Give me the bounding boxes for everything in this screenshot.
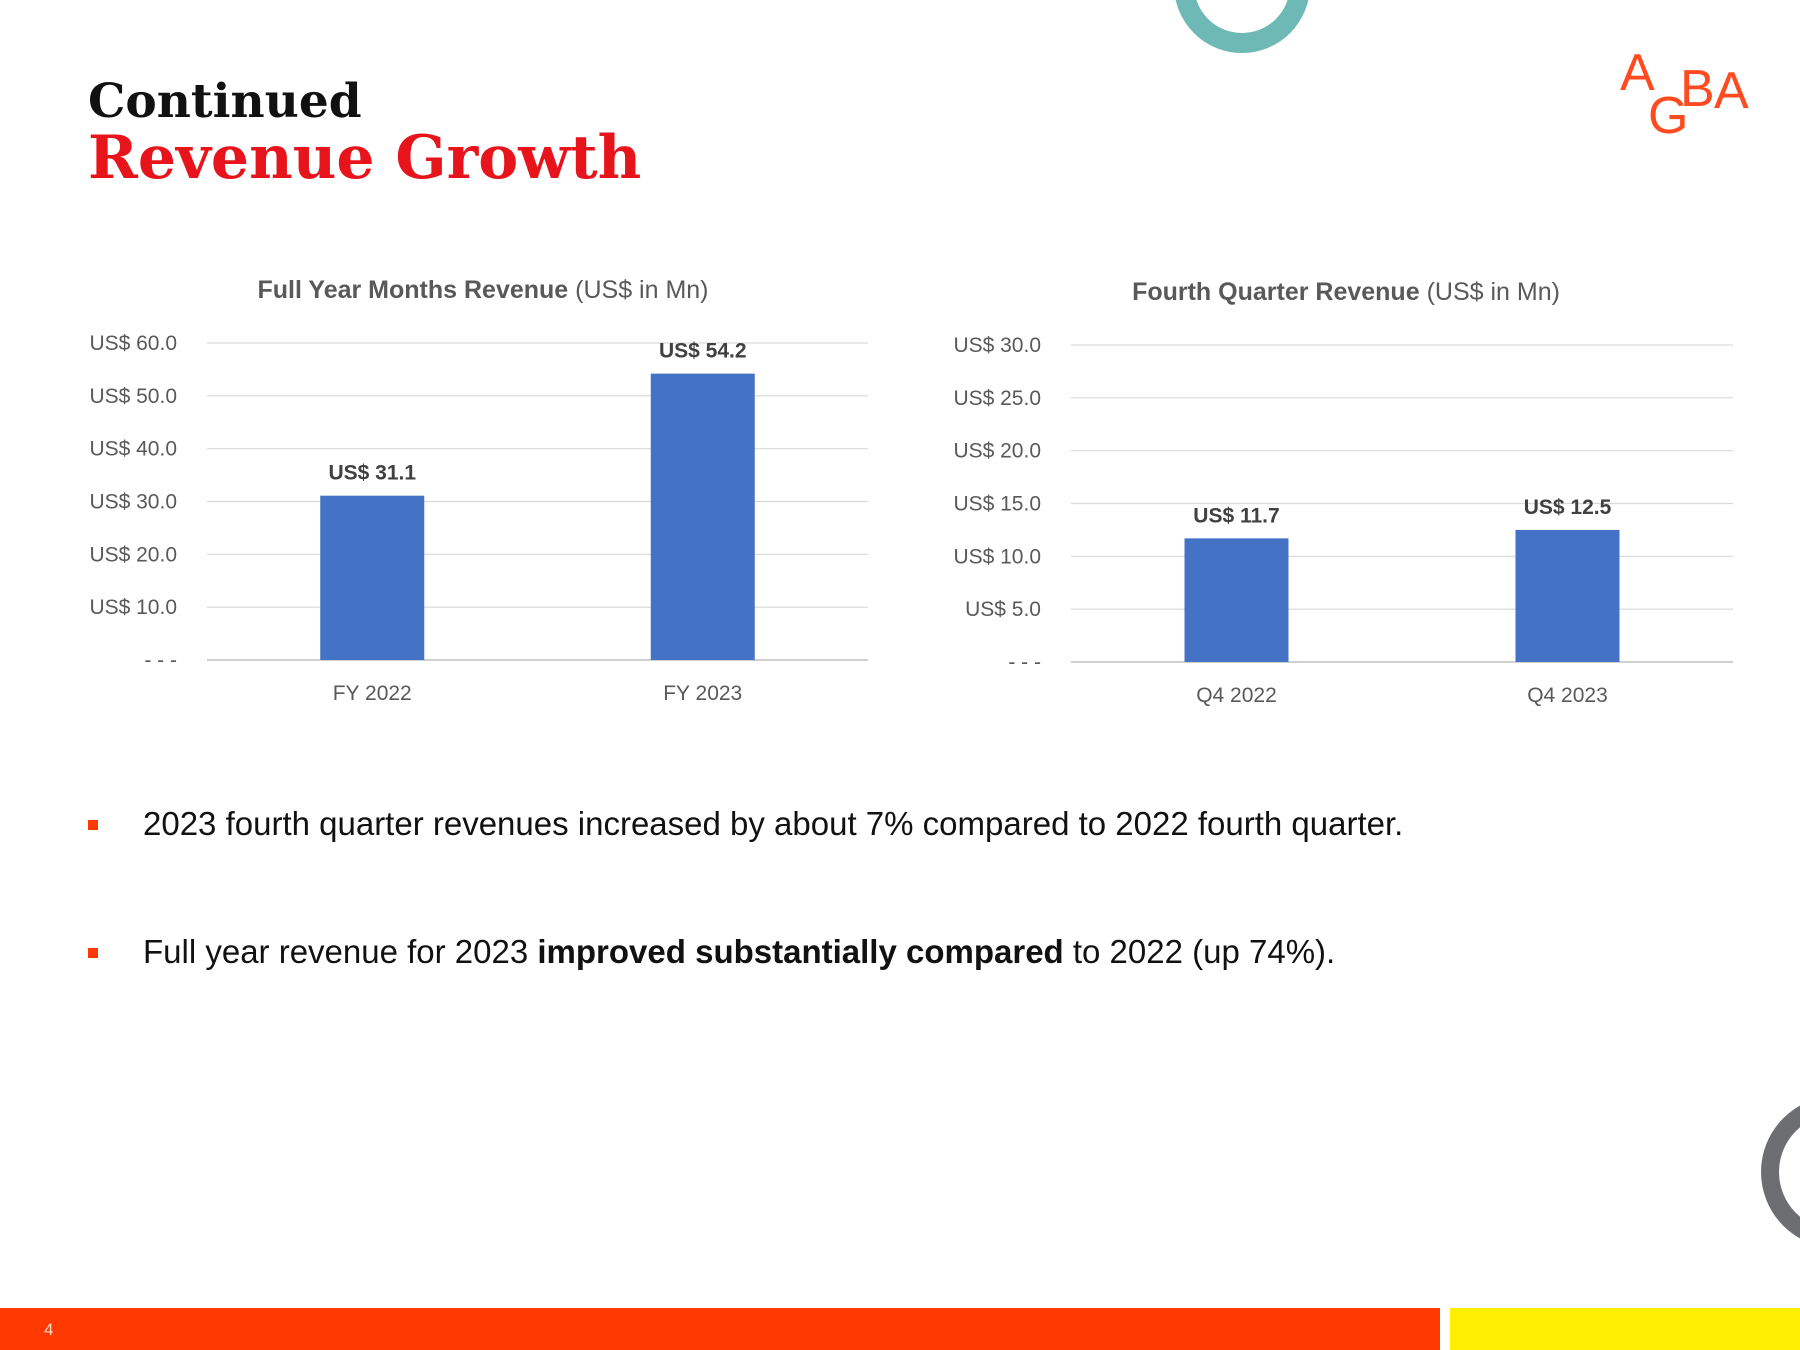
y-tick-label: US$ 20.0	[89, 543, 177, 566]
y-tick-label: - - -	[144, 649, 177, 672]
svg-text:G: G	[1648, 87, 1688, 138]
bar	[1515, 529, 1620, 662]
y-tick-label: US$ 40.0	[89, 438, 177, 461]
svg-text:A: A	[1620, 44, 1655, 102]
y-tick-label: US$ 15.0	[953, 493, 1041, 516]
bullet-text-part: to 2022 (up 74%).	[1063, 933, 1336, 970]
bar-data-label: US$ 31.1	[328, 462, 416, 485]
chart-title-units: (US$ in Mn)	[568, 276, 708, 304]
bullet-text: Full year revenue for 2023 improved subs…	[143, 933, 1335, 971]
agba-logo-mark: A G B A	[1620, 44, 1749, 145]
gray-ring-decoration	[1761, 1105, 1800, 1239]
y-tick-label: US$ 10.0	[953, 545, 1041, 568]
slide-supertitle: Continued	[88, 74, 362, 129]
chart-title: Full Year Months Revenue (US$ in Mn)	[257, 276, 708, 304]
full-year-revenue-chart: Full Year Months Revenue (US$ in Mn) - - …	[0, 270, 900, 720]
gray-ring-shape	[1761, 1105, 1800, 1239]
slide-title: Revenue Growth	[88, 123, 642, 193]
chart-title-bold: Full Year Months Revenue	[257, 276, 568, 304]
bullet-item: 2023 fourth quarter revenues increased b…	[88, 805, 1688, 933]
x-tick-label: FY 2022	[333, 682, 412, 705]
bullet-item: Full year revenue for 2023 improved subs…	[88, 933, 1688, 1061]
bar	[1184, 538, 1289, 662]
footer-yellow-bar	[1450, 1308, 1800, 1350]
bullet-text: 2023 fourth quarter revenues increased b…	[143, 805, 1404, 842]
fourth-quarter-revenue-chart-svg: Fourth Quarter Revenue (US$ in Mn) - - - U…	[953, 278, 1733, 707]
bar	[320, 495, 425, 660]
y-tick-label: US$ 20.0	[953, 440, 1041, 463]
y-tick-label: US$ 30.0	[89, 491, 177, 514]
svg-text:A: A	[1714, 62, 1749, 120]
y-tick-label: US$ 25.0	[953, 387, 1041, 410]
bar-data-label: US$ 11.7	[1193, 504, 1279, 527]
bullet-text-part: Full year revenue for 2023	[143, 933, 538, 970]
footer-orange-bar	[0, 1308, 1440, 1350]
y-tick-label: - - -	[1008, 651, 1041, 674]
y-tick-label: US$ 60.0	[89, 332, 177, 355]
svg-text:B: B	[1680, 60, 1715, 118]
y-tick-label: US$ 5.0	[965, 598, 1041, 621]
full-year-revenue-chart-svg: Full Year Months Revenue (US$ in Mn) - - …	[89, 276, 868, 705]
chart-title: Fourth Quarter Revenue (US$ in Mn)	[1132, 278, 1560, 306]
bullet-list: 2023 fourth quarter revenues increased b…	[88, 805, 1688, 1061]
square-bullet-icon	[88, 820, 98, 830]
y-tick-label: US$ 10.0	[89, 596, 177, 619]
x-tick-label: FY 2023	[663, 682, 742, 705]
agba-logo: A G B A	[1618, 38, 1768, 145]
chart-title-units: (US$ in Mn)	[1420, 278, 1560, 306]
bullet-text-bold: improved substantially compared	[537, 933, 1064, 970]
bar	[650, 373, 755, 660]
teal-ring-decoration	[1175, 0, 1309, 53]
fourth-quarter-revenue-chart: Fourth Quarter Revenue (US$ in Mn) - - - U…	[900, 272, 1800, 722]
page-number: 4	[44, 1320, 54, 1339]
y-tick-label: US$ 30.0	[953, 334, 1041, 357]
square-bullet-icon	[88, 948, 98, 958]
teal-ring-shape	[1175, 0, 1309, 53]
x-tick-label: Q4 2022	[1196, 684, 1277, 707]
bar-data-label: US$ 54.2	[659, 340, 747, 363]
bar-data-label: US$ 12.5	[1524, 496, 1612, 519]
chart-title-bold: Fourth Quarter Revenue	[1132, 278, 1420, 306]
x-tick-label: Q4 2023	[1527, 684, 1608, 707]
y-tick-label: US$ 50.0	[89, 385, 177, 408]
